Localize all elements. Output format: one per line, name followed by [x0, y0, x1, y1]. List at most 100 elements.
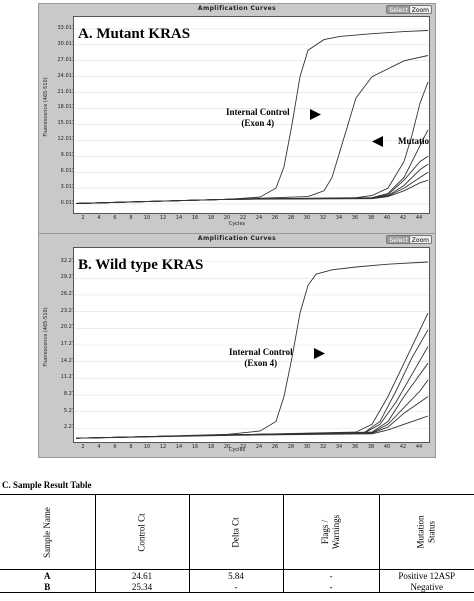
- window-title: Amplification Curves: [197, 5, 277, 12]
- header-line: Warnings: [331, 514, 341, 550]
- y-tick-label: 6.013: [60, 168, 75, 175]
- x-tick-label: 18: [207, 444, 215, 450]
- x-axis-title: Cycles: [228, 447, 246, 453]
- x-tick-label: 20: [223, 215, 231, 221]
- x-tick-label: 16: [191, 444, 199, 450]
- x-tick-label: 24: [255, 215, 263, 221]
- x-tick-label: 20: [223, 444, 231, 450]
- x-tick-label: 40: [383, 444, 391, 450]
- cell-status: Positive 12ASP: [378, 569, 474, 581]
- x-tick-label: 28: [287, 444, 295, 450]
- column-header-delta-ct: Delta Ct: [188, 494, 283, 570]
- x-tick-label: 42: [399, 215, 407, 221]
- x-tick-label: 22: [239, 215, 247, 221]
- x-tick-label: 30: [303, 444, 311, 450]
- mutation-annotation: Mutation: [398, 136, 429, 146]
- panel-title: B. Wild type KRAS: [78, 257, 204, 273]
- cell-sample: B: [0, 581, 95, 593]
- cell-delta-ct: 5.84: [188, 569, 283, 581]
- y-tick-label: 33.013: [57, 24, 76, 31]
- x-tick-label: 36: [351, 444, 359, 450]
- y-tick-label: 23.27: [60, 307, 75, 314]
- header-text: Sample Name: [41, 506, 52, 558]
- amplification-curve-8: [75, 415, 429, 439]
- x-tick-label: 32: [319, 444, 327, 450]
- internal-control-annotation: Internal Control (Exon 4): [226, 107, 290, 129]
- cell-flags: -: [282, 581, 379, 593]
- window-titlebar: Amplification Curves Select Zoom: [39, 234, 435, 246]
- x-tick-label: 18: [207, 215, 215, 221]
- y-tick-label: 26.27: [60, 290, 75, 297]
- amplification-chart-a: [74, 28, 429, 205]
- x-tick-label: 8: [129, 444, 133, 450]
- x-tick-label: 38: [367, 215, 375, 221]
- cell-control-ct: 25.34: [94, 581, 189, 593]
- x-tick-label: 30: [303, 215, 311, 221]
- internal-control-label: Internal Control: [229, 347, 293, 357]
- x-tick-label: 14: [175, 444, 183, 450]
- x-tick-label: 4: [97, 215, 101, 221]
- header-text: Mutation Status: [416, 516, 438, 549]
- cell-delta-ct: -: [188, 581, 283, 593]
- y-tick-label: 14.27: [60, 357, 75, 364]
- x-tick-label: 12: [159, 215, 167, 221]
- amplification-curve-8: [75, 179, 429, 204]
- select-button[interactable]: Select: [386, 5, 411, 14]
- x-tick-label: 34: [335, 215, 343, 221]
- x-tick-label: 26: [271, 444, 279, 450]
- x-tick-label: 16: [191, 215, 199, 221]
- internal-control-label: Internal Control: [226, 107, 290, 117]
- zoom-button[interactable]: Zoom: [408, 235, 432, 244]
- x-tick-label: 10: [143, 444, 151, 450]
- y-tick-label: 30.013: [57, 40, 76, 47]
- select-button[interactable]: Select: [386, 235, 411, 244]
- x-tick-label: 22: [239, 444, 247, 450]
- plot-area-b[interactable]: B. Wild type KRAS Internal Control (Exon…: [73, 247, 430, 443]
- x-tick-label: 12: [159, 444, 167, 450]
- y-tick-label: 8.27: [63, 391, 75, 398]
- cell-control-ct: 24.61: [94, 569, 189, 581]
- column-header-mutation-status: Mutation Status: [378, 494, 474, 570]
- x-tick-label: 4: [97, 444, 101, 450]
- header-text: Flags / Warnings: [320, 515, 342, 549]
- amplification-curve-7: [75, 396, 429, 439]
- y-tick-label: 24.013: [57, 72, 76, 79]
- y-tick-label: 32.27: [60, 257, 75, 264]
- y-tick-label: 2.27: [63, 424, 75, 431]
- y-tick-label: 0.013: [60, 199, 75, 206]
- header-line: Status: [426, 521, 437, 544]
- y-tick-label: 5.27: [63, 407, 75, 414]
- zoom-button[interactable]: Zoom: [408, 5, 432, 14]
- x-tick-label: 38: [367, 444, 375, 450]
- x-tick-label: 32: [319, 215, 327, 221]
- y-tick-label: 9.013: [60, 152, 75, 159]
- amplification-curve-2: [75, 312, 429, 439]
- x-tick-label: 8: [129, 215, 133, 221]
- cell-flags: -: [282, 569, 379, 581]
- header-text: Control Ct: [136, 512, 147, 552]
- amplification-window-a: Amplification Curves Select Zoom Fluores…: [38, 3, 436, 234]
- table-row: A 24.61 5.84 - Positive 12ASP: [0, 569, 474, 581]
- x-axis-title: Cycles: [228, 221, 246, 227]
- plot-area-a[interactable]: A. Mutant KRAS Internal Control (Exon 4)…: [73, 16, 430, 214]
- window-titlebar: Amplification Curves Select Zoom: [39, 4, 435, 16]
- amplification-curve-1: [75, 261, 429, 439]
- y-tick-label: 20.27: [60, 324, 75, 331]
- x-tick-label: 24: [255, 444, 263, 450]
- x-tick-label: 42: [399, 444, 407, 450]
- x-tick-label: 44: [415, 215, 423, 221]
- header-line: Mutation: [415, 515, 426, 549]
- internal-control-annotation: Internal Control (Exon 4): [229, 347, 293, 369]
- header-text: Delta Ct: [230, 516, 241, 548]
- x-tick-label: 26: [271, 215, 279, 221]
- column-header-control-ct: Control Ct: [94, 494, 189, 570]
- x-tick-label: 2: [81, 444, 85, 450]
- y-tick-label: 15.013: [57, 120, 76, 127]
- amplification-curve-2: [75, 55, 429, 204]
- column-header-sample: Sample Name: [0, 494, 95, 570]
- mutation-arrow-icon: [372, 136, 383, 147]
- x-tick-label: 44: [415, 444, 423, 450]
- y-tick-label: 12.013: [57, 136, 76, 143]
- x-tick-label: 6: [113, 215, 117, 221]
- x-tick-label: 14: [175, 215, 183, 221]
